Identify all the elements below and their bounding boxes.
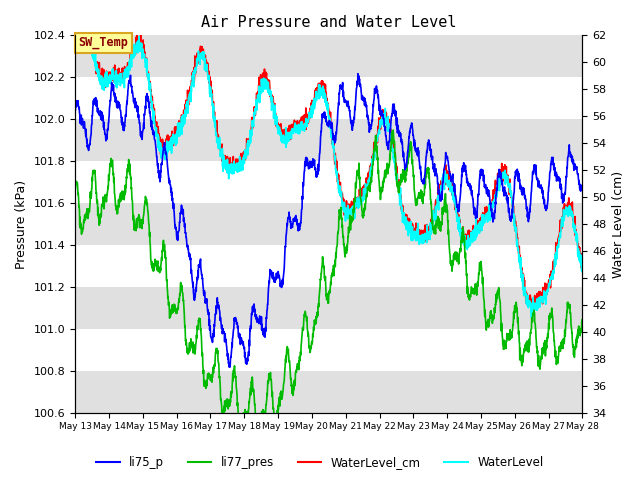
Bar	[75, 203, 582, 245]
Text: SW_Temp: SW_Temp	[79, 36, 129, 49]
Bar	[75, 119, 582, 161]
Y-axis label: Water Level (cm): Water Level (cm)	[612, 170, 625, 277]
Bar	[75, 287, 582, 329]
Title: Air Pressure and Water Level: Air Pressure and Water Level	[201, 15, 456, 30]
Y-axis label: Pressure (kPa): Pressure (kPa)	[15, 180, 28, 269]
Bar	[75, 36, 582, 77]
Legend: li75_p, li77_pres, WaterLevel_cm, WaterLevel: li75_p, li77_pres, WaterLevel_cm, WaterL…	[92, 452, 548, 474]
Bar	[75, 371, 582, 413]
